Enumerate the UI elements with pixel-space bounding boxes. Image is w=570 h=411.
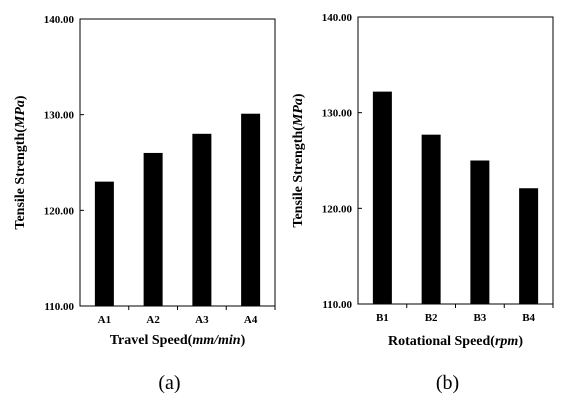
y-tick-label: 120.00 [44,205,75,217]
bar-a3 [192,133,212,306]
x-axis-unit: mm/min [192,333,240,348]
x-axis-label-suffix: ) [241,333,246,348]
y-tick-label: 130.00 [44,110,75,122]
y-axis-unit: MPa [291,98,306,127]
x-axis-unit: rpm [495,334,518,349]
x-tick-label: B1 [376,312,389,324]
y-tick-label: 140.00 [322,12,353,24]
bar-b3 [470,160,490,304]
y-axis-label-suffix: ) [13,95,28,100]
y-axis-label: Tensile Strength(MPa) [13,95,28,230]
x-axis-label: Travel Speed(mm/min) [110,333,246,348]
y-tick-label: 130.00 [322,108,353,120]
x-tick-label: B2 [425,312,438,324]
bar-b4 [519,188,539,304]
y-axis-label-suffix: ) [291,93,306,98]
bar-a1 [94,181,114,306]
x-tick-label: A1 [98,314,111,326]
x-axis-label-text: Rotational Speed( [388,334,495,349]
bar-b2 [421,134,441,304]
x-tick-label: B4 [522,312,535,324]
bar-b1 [372,91,392,305]
y-tick-label: 110.00 [322,299,352,311]
x-tick-label: A4 [244,314,258,326]
y-tick-label: 140.00 [44,14,75,26]
y-axis-label-text: Tensile Strength( [291,126,306,228]
y-axis-label-text: Tensile Strength( [13,128,28,230]
x-axis-label-text: Travel Speed( [110,333,193,348]
x-axis-label: Rotational Speed(rpm) [388,334,523,349]
y-axis-label: Tensile Strength(MPa) [291,93,306,228]
x-axis-label-suffix: ) [518,334,523,349]
x-tick-label: B3 [473,312,486,324]
y-tick-label: 110.00 [44,301,74,313]
bar-a2 [143,152,163,306]
panel-label: (a) [158,372,180,394]
y-tick-label: 120.00 [322,203,353,215]
x-tick-label: A3 [195,314,209,326]
chart-panel-b: 110.00 120.00 130.00 140.00 B1 B2 B3 B4 Rotation… [291,12,554,394]
chart-panel-a: 110.00 120.00 130.00 140.00 A1 A2 A3 A4 Travel S… [13,14,276,394]
panel-label: (b) [436,372,459,394]
bar-a4 [241,113,261,307]
x-tick-label: A2 [146,314,160,326]
y-axis-unit: MPa [13,100,28,129]
